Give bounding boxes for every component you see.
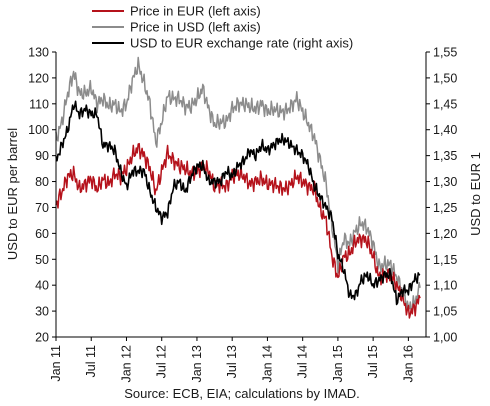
x-tick-label: Jan 14 xyxy=(260,345,274,383)
source-note: Source: ECB, EIA; calculations by IMAD. xyxy=(124,386,360,401)
left-tick-label: 110 xyxy=(29,97,49,111)
legend: Price in EUR (left axis)Price in USD (le… xyxy=(92,4,353,51)
right-tick-label: 1,05 xyxy=(433,305,457,319)
left-tick-label: 100 xyxy=(28,123,49,137)
left-tick-label: 80 xyxy=(35,175,49,189)
left-tick-label: 70 xyxy=(35,201,49,215)
series-line-1 xyxy=(55,56,421,313)
left-axis-title: USD to EUR per barrel xyxy=(5,128,20,260)
left-tick-label: 120 xyxy=(28,71,49,85)
legend-label-1: Price in USD (left axis) xyxy=(130,20,261,35)
right-tick-label: 1,10 xyxy=(433,279,457,293)
right-tick-label: 1,50 xyxy=(433,71,457,85)
x-tick-label: Jul 15 xyxy=(366,345,380,378)
series-layer xyxy=(55,56,421,319)
left-tick-label: 30 xyxy=(35,305,49,319)
right-axis-title: USD to EUR 1 xyxy=(468,152,483,236)
x-tick-label: Jan 15 xyxy=(331,345,345,383)
left-tick-label: 90 xyxy=(35,149,49,163)
x-tick-label: Jan 12 xyxy=(119,345,133,383)
ticks-layer: 20 30 40 50 60 70 80 90 100 110 120 130 1,00 1,05 1,10… xyxy=(28,46,457,383)
left-tick-label: 50 xyxy=(35,253,49,267)
x-tick-label: Jul 11 xyxy=(84,345,98,377)
left-tick-label: 130 xyxy=(28,46,49,60)
right-tick-label: 1,55 xyxy=(433,46,457,60)
right-tick-label: 1,30 xyxy=(433,175,457,189)
series-line-2 xyxy=(55,100,421,306)
left-tick-label: 20 xyxy=(35,331,49,345)
x-tick-label: Jul 14 xyxy=(296,345,310,378)
series-line-0 xyxy=(55,142,421,319)
right-tick-label: 1,15 xyxy=(433,253,457,267)
right-tick-label: 1,40 xyxy=(433,123,457,137)
x-tick-label: Jul 12 xyxy=(155,345,169,378)
left-tick-label: 60 xyxy=(35,227,49,241)
x-tick-label: Jul 13 xyxy=(225,345,239,378)
right-tick-label: 1,20 xyxy=(433,227,457,241)
right-tick-label: 1,45 xyxy=(433,97,457,111)
axes-layer xyxy=(55,52,427,338)
x-tick-label: Jan 11 xyxy=(49,345,63,382)
legend-label-2: USD to EUR exchange rate (right axis) xyxy=(130,36,353,51)
right-tick-label: 1,00 xyxy=(433,331,457,345)
right-tick-label: 1,35 xyxy=(433,149,457,163)
left-tick-label: 40 xyxy=(35,279,49,293)
legend-label-0: Price in EUR (left axis) xyxy=(130,4,261,19)
x-tick-label: Jan 13 xyxy=(190,345,204,383)
right-tick-label: 1,25 xyxy=(433,201,457,215)
x-tick-label: Jan 16 xyxy=(401,345,415,383)
